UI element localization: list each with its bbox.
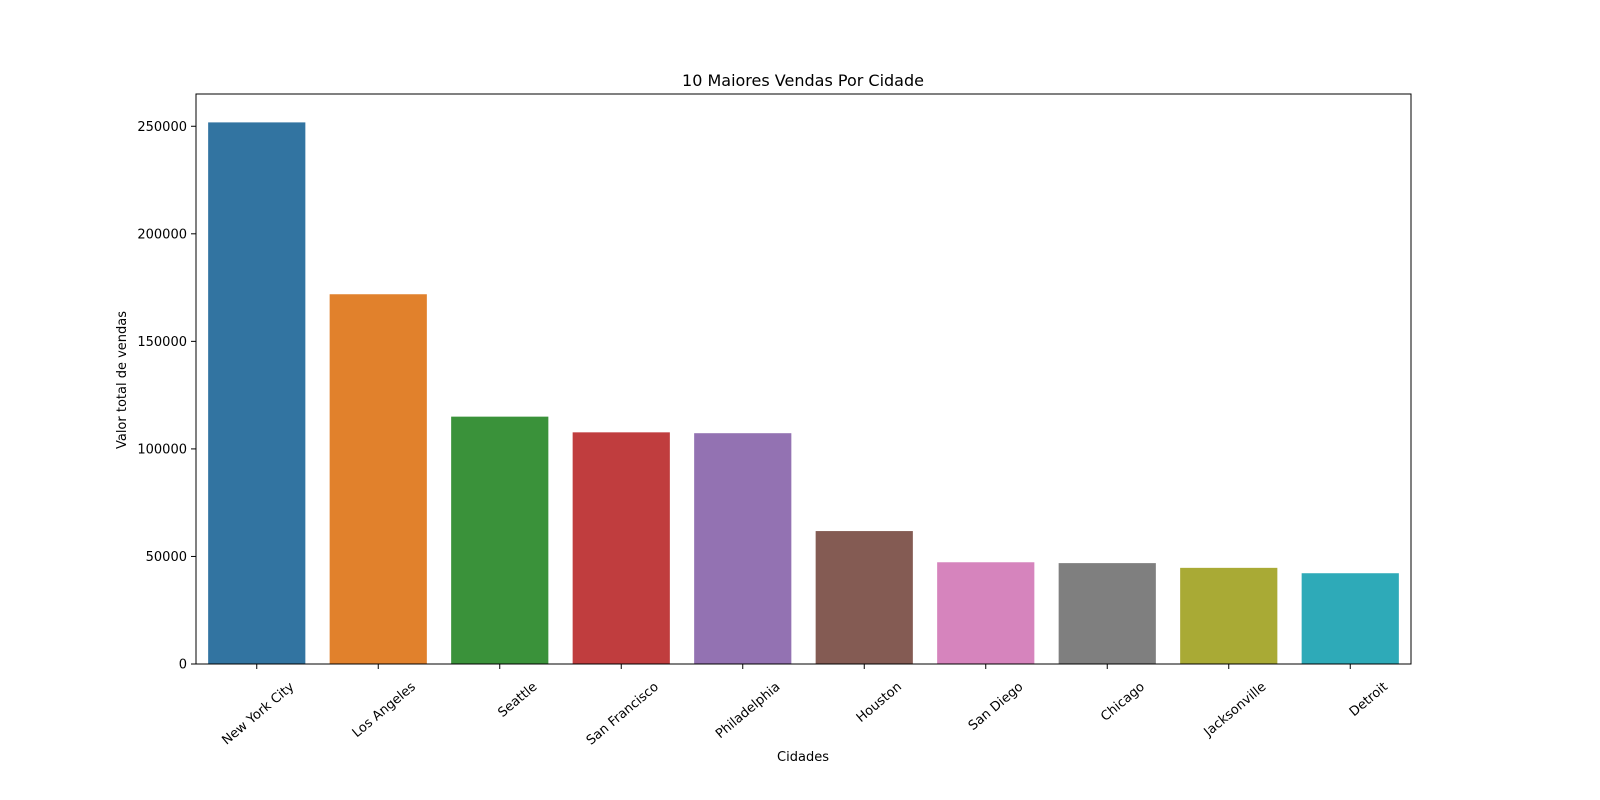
bars-layer: [208, 122, 1399, 664]
bar-philadelphia: [694, 433, 792, 664]
bar-san-diego: [937, 562, 1035, 664]
y-tick-label: 100000: [137, 442, 187, 457]
bar-seattle: [451, 416, 549, 664]
y-tick-label: 50000: [146, 550, 187, 565]
bar-san-francisco: [572, 432, 670, 664]
bar-new-york-city: [208, 122, 306, 664]
bar-chicago: [1058, 563, 1156, 664]
plot-area-frame: [195, 93, 1412, 665]
bar-jacksonville: [1180, 567, 1278, 664]
bar-houston: [815, 531, 913, 664]
y-tick-label: 200000: [137, 227, 187, 242]
y-tick-label: 250000: [137, 120, 187, 135]
bar-los-angeles: [329, 294, 427, 664]
bar-detroit: [1301, 573, 1399, 664]
y-axis-label: Valor total de vendas: [115, 311, 130, 449]
y-tick-label: 0: [179, 658, 187, 673]
x-axis-label: Cidades: [777, 750, 829, 765]
chart-title: 10 Maiores Vendas Por Cidade: [682, 71, 924, 90]
y-tick-label: 150000: [137, 335, 187, 350]
y-axis-ticks: 0 50000 100000 150000 200000 250000: [137, 120, 196, 673]
